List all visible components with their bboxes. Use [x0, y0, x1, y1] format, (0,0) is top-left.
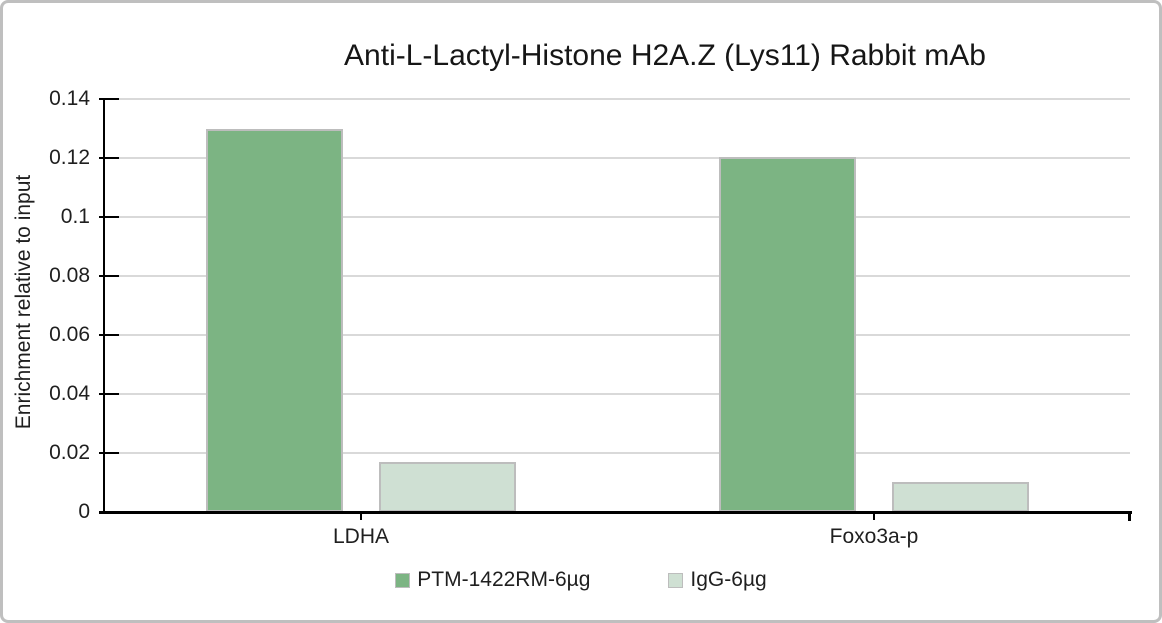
x-category-label: Foxo3a-p — [829, 525, 919, 548]
chart-title: Anti-L-Lactyl-Histone H2A.Z (Lys11) Rabb… — [344, 39, 986, 72]
legend-swatch-series2 — [668, 572, 684, 588]
y-gridline — [105, 452, 1130, 454]
x-axis-end-tick — [1128, 511, 1131, 521]
legend-label-series2: IgG-6µg — [690, 568, 767, 591]
legend-item-series1: PTM-1422RM-6µg — [395, 567, 590, 593]
y-tick-label: 0.02 — [49, 441, 90, 464]
bar-series1-ldha — [206, 129, 343, 512]
y-tick-label: 0 — [78, 500, 90, 523]
x-tick-mark — [873, 511, 875, 520]
bar-series2-ldha — [379, 462, 516, 512]
x-category-label: LDHA — [332, 525, 390, 548]
legend-item-series2: IgG-6µg — [668, 567, 767, 593]
y-gridline — [105, 157, 1130, 159]
y-gridline — [105, 334, 1130, 336]
legend-swatch-series1 — [395, 572, 411, 588]
y-tick-label: 0.08 — [49, 264, 90, 287]
y-tick-label: 0.1 — [60, 205, 90, 228]
y-gridline — [105, 393, 1130, 395]
y-tick-mark — [99, 393, 119, 395]
x-axis-line — [99, 511, 1132, 514]
y-tick-label: 0.06 — [49, 323, 90, 346]
bar-series2-foxo3a-p — [892, 482, 1029, 512]
y-tick-label: 0.12 — [49, 146, 90, 169]
y-tick-mark — [99, 157, 119, 159]
bar-series1-foxo3a-p — [719, 157, 856, 512]
y-tick-mark — [99, 275, 119, 277]
y-tick-mark — [99, 452, 119, 454]
x-tick-mark — [360, 511, 362, 520]
y-gridline — [105, 98, 1130, 100]
y-axis-line — [103, 99, 105, 512]
y-tick-mark — [99, 334, 119, 336]
y-tick-mark — [99, 216, 119, 218]
legend: PTM-1422RM-6µg IgG-6µg — [0, 566, 1162, 594]
y-gridline — [105, 216, 1130, 218]
y-tick-mark — [99, 98, 119, 100]
y-gridline — [105, 275, 1130, 277]
legend-label-series1: PTM-1422RM-6µg — [417, 568, 591, 591]
y-tick-label: 0.04 — [49, 382, 90, 405]
y-tick-label: 0.14 — [49, 87, 90, 110]
